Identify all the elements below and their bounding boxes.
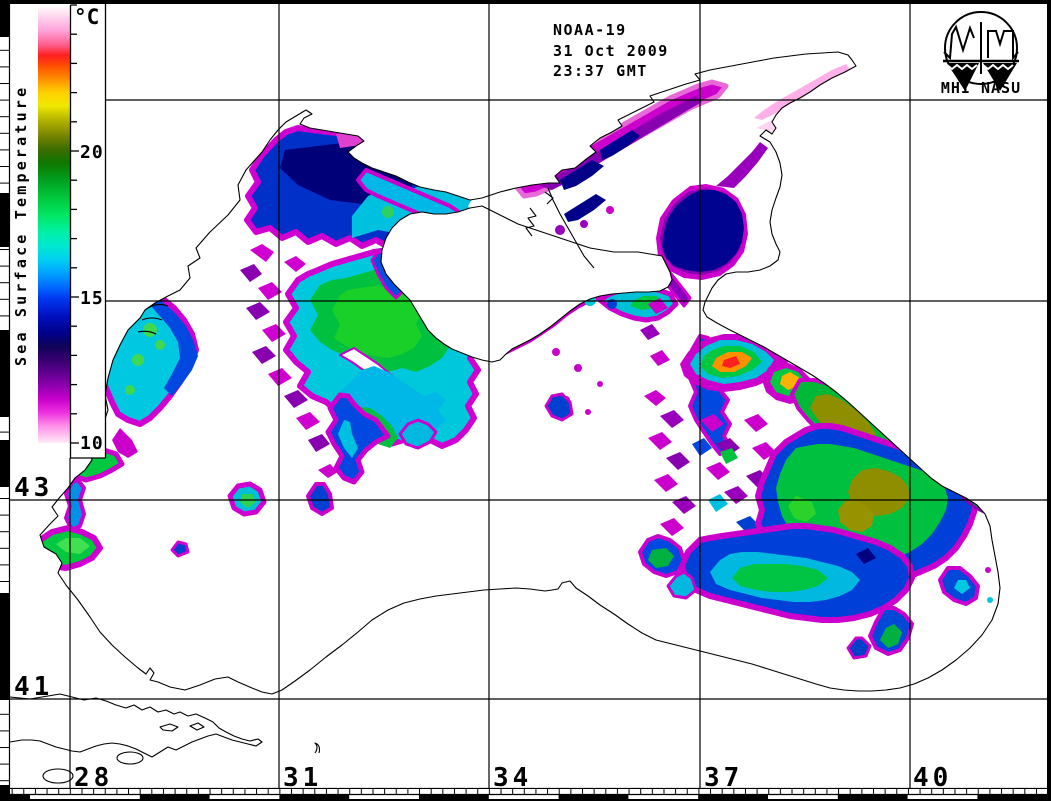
colorbar-gradient	[38, 5, 70, 443]
land-sea-mask	[10, 4, 1047, 788]
logo-caption: MHI NASU	[941, 79, 1021, 97]
sst-data-overlay	[31, 64, 993, 660]
logo-wave-right-icon	[983, 63, 1017, 91]
coastline	[9, 51, 1001, 784]
colorbar-unit-label: °C	[74, 5, 99, 29]
acquisition-time: 23:37 GMT	[553, 62, 648, 80]
logo-wave-left-icon	[947, 63, 979, 91]
colorbar-tick-10: 10	[80, 433, 104, 454]
satellite-name: NOAA-19	[553, 21, 627, 39]
image-header: NOAA-19 31 Oct 2009 23:37 GMT	[553, 21, 669, 80]
latitude-label-41: 41	[14, 672, 53, 702]
mhi-nasu-logo: MHI NASU	[941, 11, 1021, 97]
logo-glyphs-icon	[943, 22, 1019, 74]
logo-circle-icon	[944, 11, 1018, 85]
colorbar: °C 20 15 10 Sea Surface Temperature	[10, 4, 107, 459]
colorbar-tick-15: 15	[80, 288, 104, 309]
colorbar-title: Sea Surface Temperature	[12, 85, 30, 366]
colorbar-ticks	[70, 4, 79, 444]
acquisition-date: 31 Oct 2009	[553, 42, 669, 60]
colorbar-tick-20: 20	[80, 142, 104, 163]
latitude-label-43: 43	[14, 473, 53, 503]
